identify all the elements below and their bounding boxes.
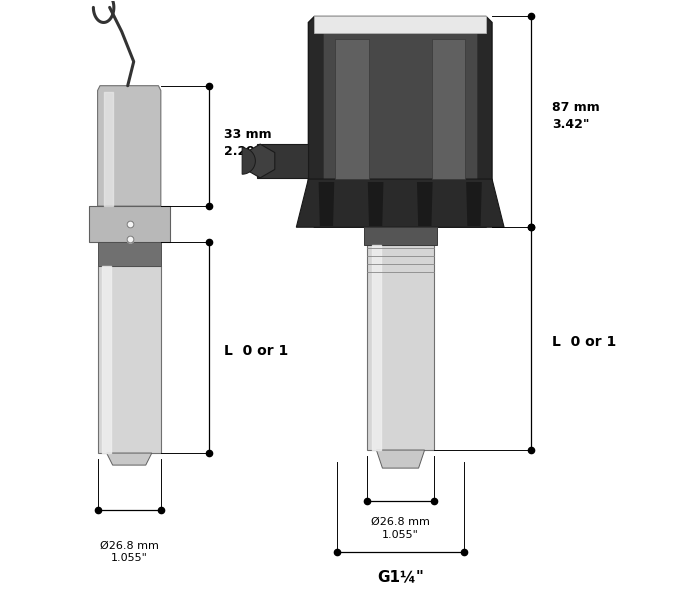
Polygon shape <box>242 148 256 174</box>
Polygon shape <box>89 206 170 242</box>
Polygon shape <box>98 86 161 206</box>
Polygon shape <box>314 16 486 33</box>
Text: G1¼": G1¼" <box>377 569 424 584</box>
Polygon shape <box>107 453 152 465</box>
Text: 87 mm
3.42": 87 mm 3.42" <box>553 101 600 131</box>
Polygon shape <box>336 39 369 179</box>
Polygon shape <box>309 16 492 227</box>
Polygon shape <box>376 450 424 468</box>
Text: L  0 or 1: L 0 or 1 <box>553 335 617 348</box>
Text: Ø26.8 mm
1.055": Ø26.8 mm 1.055" <box>371 517 430 540</box>
Polygon shape <box>98 266 161 453</box>
Polygon shape <box>432 39 465 179</box>
Polygon shape <box>364 227 438 245</box>
Polygon shape <box>257 145 309 177</box>
Polygon shape <box>318 182 334 226</box>
Text: 33 mm
2.299": 33 mm 2.299" <box>224 128 271 158</box>
Polygon shape <box>368 182 384 226</box>
Text: Ø26.8 mm
1.055": Ø26.8 mm 1.055" <box>100 540 159 563</box>
Text: L  0 or 1: L 0 or 1 <box>224 344 288 358</box>
Polygon shape <box>417 182 433 226</box>
Polygon shape <box>466 182 482 226</box>
Polygon shape <box>367 245 433 450</box>
Polygon shape <box>98 242 161 266</box>
Polygon shape <box>323 33 477 182</box>
Polygon shape <box>296 179 504 227</box>
Polygon shape <box>245 144 275 178</box>
